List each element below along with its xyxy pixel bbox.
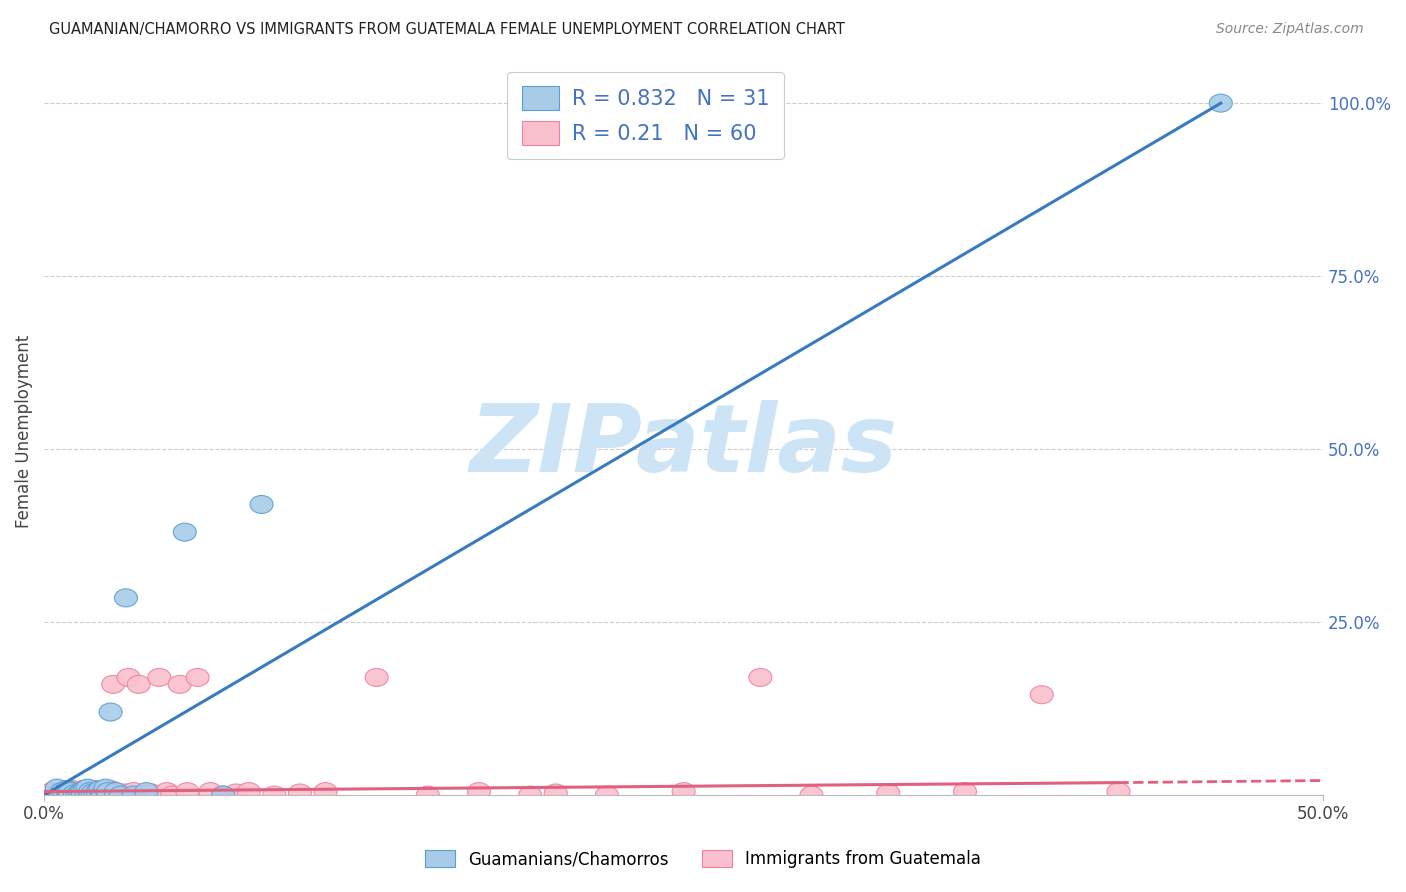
Legend: R = 0.832   N = 31, R = 0.21   N = 60: R = 0.832 N = 31, R = 0.21 N = 60 xyxy=(508,71,783,160)
Text: Source: ZipAtlas.com: Source: ZipAtlas.com xyxy=(1216,22,1364,37)
Text: GUAMANIAN/CHAMORRO VS IMMIGRANTS FROM GUATEMALA FEMALE UNEMPLOYMENT CORRELATION : GUAMANIAN/CHAMORRO VS IMMIGRANTS FROM GU… xyxy=(49,22,845,37)
Y-axis label: Female Unemployment: Female Unemployment xyxy=(15,335,32,528)
Text: ZIPatlas: ZIPatlas xyxy=(470,401,897,492)
Legend: Guamanians/Chamorros, Immigrants from Guatemala: Guamanians/Chamorros, Immigrants from Gu… xyxy=(416,842,990,877)
